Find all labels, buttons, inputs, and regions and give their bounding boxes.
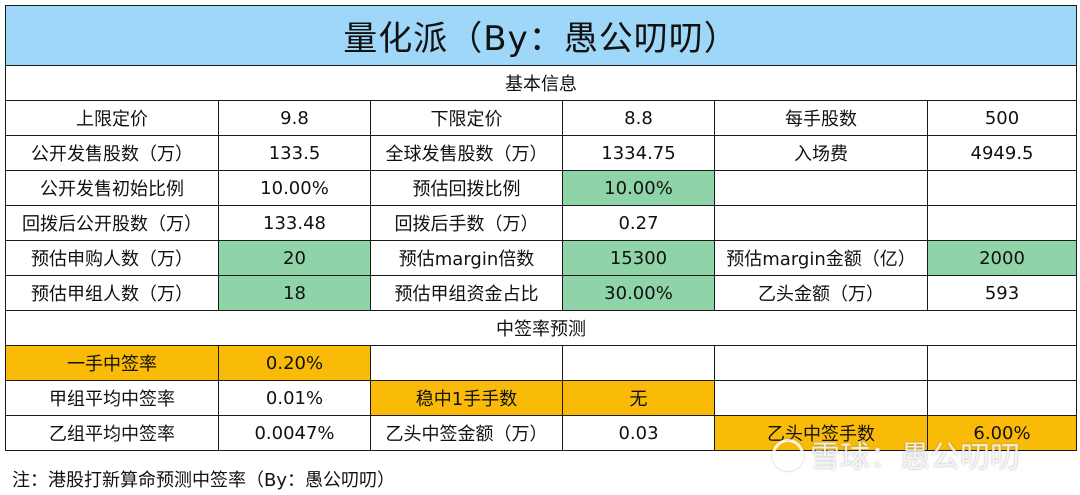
empty-cell — [562, 345, 715, 381]
label-guaranteed-lots: 稳中1手手数 — [370, 380, 563, 416]
label-lot-size: 每手股数 — [714, 100, 928, 136]
empty-cell — [926, 205, 1078, 241]
value-post-clawback-lots: 0.27 — [562, 205, 715, 241]
section-basic-info: 基本信息 — [4, 65, 1078, 101]
label-applicants: 预估申购人数（万） — [5, 240, 219, 276]
empty-cell — [714, 205, 928, 241]
label-group-a-applicants: 预估甲组人数（万） — [5, 275, 219, 311]
label-margin-multiple: 预估margin倍数 — [370, 240, 563, 276]
value-lot-size: 500 — [926, 100, 1078, 136]
label-group-a-avg-rate: 甲组平均中签率 — [5, 380, 219, 416]
value-one-lot-rate: 0.20% — [218, 345, 371, 381]
empty-cell — [714, 380, 928, 416]
table-row: 公开发售初始比例 10.00% 预估回拨比例 10.00% — [5, 170, 1078, 206]
empty-cell — [926, 345, 1078, 381]
label-group-b-top-win-amount: 乙头中签金额（万） — [370, 415, 563, 451]
empty-cell — [926, 380, 1078, 416]
value-margin-multiple: 15300 — [562, 240, 715, 276]
label-group-a-capital-share: 预估甲组资金占比 — [370, 275, 563, 311]
label-group-b-avg-rate: 乙组平均中签率 — [5, 415, 219, 451]
label-one-lot-rate: 一手中签率 — [5, 345, 219, 381]
value-post-clawback-shares: 133.48 — [218, 205, 371, 241]
value-group-a-capital-share: 30.00% — [562, 275, 715, 311]
table-row: 回拨后公开股数（万） 133.48 回拨后手数（万） 0.27 — [5, 205, 1078, 241]
label-post-clawback-lots: 回拨后手数（万） — [370, 205, 563, 241]
value-clawback-ratio: 10.00% — [562, 170, 715, 206]
value-global-shares: 1334.75 — [562, 135, 715, 171]
table-row: 预估甲组人数（万） 18 预估甲组资金占比 30.00% 乙头金额（万） 593 — [5, 275, 1078, 311]
value-group-b-avg-rate: 0.0047% — [218, 415, 371, 451]
empty-cell — [714, 170, 928, 206]
table-row: 公开发售股数（万） 133.5 全球发售股数（万） 1334.75 入场费 49… — [5, 135, 1078, 171]
value-applicants: 20 — [218, 240, 371, 276]
label-group-b-top-amount: 乙头金额（万） — [714, 275, 928, 311]
table-row: 乙组平均中签率 0.0047% 乙头中签金额（万） 0.03 乙头中签手数 6.… — [5, 415, 1078, 451]
value-guaranteed-lots: 无 — [562, 380, 715, 416]
table-row: 预估申购人数（万） 20 预估margin倍数 15300 预估margin金额… — [5, 240, 1078, 276]
value-margin-amount: 2000 — [926, 240, 1078, 276]
label-post-clawback-shares: 回拨后公开股数（万） — [5, 205, 219, 241]
label-global-shares: 全球发售股数（万） — [370, 135, 563, 171]
empty-cell — [714, 345, 928, 381]
value-lower-price: 8.8 — [562, 100, 715, 136]
value-group-b-top-win-lots: 6.00% — [926, 415, 1078, 451]
value-upper-price: 9.8 — [218, 100, 371, 136]
label-clawback-ratio: 预估回拨比例 — [370, 170, 563, 206]
value-public-shares: 133.5 — [218, 135, 371, 171]
label-entry-fee: 入场费 — [714, 135, 928, 171]
label-initial-ratio: 公开发售初始比例 — [5, 170, 219, 206]
ipo-estimate-table: 量化派（By：愚公叨叨） 基本信息 上限定价 9.8 下限定价 8.8 每手股数… — [4, 5, 1078, 451]
value-group-b-top-amount: 593 — [926, 275, 1078, 311]
label-upper-price: 上限定价 — [5, 100, 219, 136]
table-row: 一手中签率 0.20% — [5, 345, 1078, 381]
value-group-a-applicants: 18 — [218, 275, 371, 311]
value-group-b-top-win-amount: 0.03 — [562, 415, 715, 451]
table-row: 甲组平均中签率 0.01% 稳中1手手数 无 — [5, 380, 1078, 416]
empty-cell — [926, 170, 1078, 206]
sheet-title: 量化派（By：愚公叨叨） — [4, 5, 1078, 66]
empty-cell — [370, 345, 563, 381]
value-group-a-avg-rate: 0.01% — [218, 380, 371, 416]
label-lower-price: 下限定价 — [370, 100, 563, 136]
table-row: 上限定价 9.8 下限定价 8.8 每手股数 500 — [5, 100, 1078, 136]
section-allotment-prediction: 中签率预测 — [4, 310, 1078, 346]
value-entry-fee: 4949.5 — [926, 135, 1078, 171]
label-group-b-top-win-lots: 乙头中签手数 — [714, 415, 928, 451]
label-public-shares: 公开发售股数（万） — [5, 135, 219, 171]
value-initial-ratio: 10.00% — [218, 170, 371, 206]
footnote: 注：港股打新算命预测中签率（By：愚公叨叨） — [12, 470, 395, 491]
label-margin-amount: 预估margin金额（亿） — [714, 240, 928, 276]
